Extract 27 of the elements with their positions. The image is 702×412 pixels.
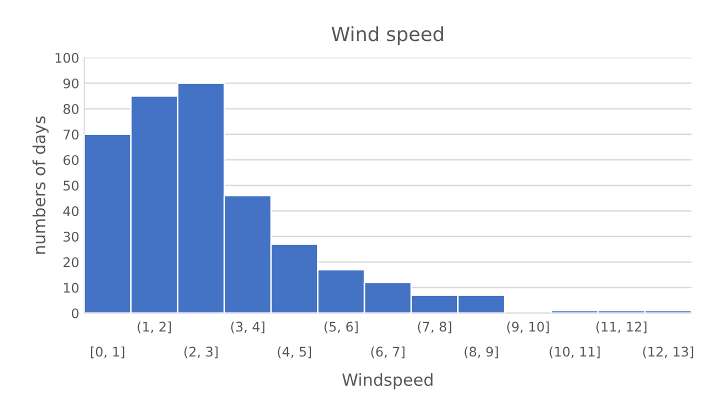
y-axis-title: numbers of days <box>32 116 49 254</box>
x-axis-title: Windspeed <box>342 373 432 390</box>
x-tick-label: (9, 10] <box>507 321 549 334</box>
y-tick-label: 50 <box>64 180 78 191</box>
x-tick-label: (6, 7] <box>371 346 404 358</box>
y-tick-label: 20 <box>64 257 78 268</box>
chart-title: Wind speed <box>332 26 443 46</box>
x-tick-label: (5, 6] <box>324 321 358 334</box>
x-tick-label: (8, 9] <box>464 346 498 358</box>
y-tick-label: 90 <box>63 78 78 88</box>
x-tick-label: (7, 8] <box>418 321 452 334</box>
y-tick-label: 70 <box>64 130 78 140</box>
y-tick-label: 30 <box>64 232 78 242</box>
x-tick-label: (2, 3] <box>184 346 218 358</box>
x-tick-label: (11, 12] <box>596 321 646 334</box>
y-tick-label: 0 <box>72 308 79 318</box>
x-tick-label: (4, 5] <box>278 346 312 358</box>
x-tick-label: [0, 1] <box>90 346 124 358</box>
y-tick-label: 40 <box>63 206 78 216</box>
y-tick-label: 60 <box>64 155 78 166</box>
x-tick-label: (10, 11] <box>550 346 600 358</box>
x-tick-label: (12, 13] <box>643 346 694 358</box>
x-tick-label: (3, 4] <box>231 321 264 334</box>
y-tick-label: 10 <box>64 282 78 293</box>
y-tick-label: 80 <box>63 104 78 114</box>
y-tick-label: 100 <box>56 52 78 63</box>
x-tick-label: (1, 2] <box>138 321 171 334</box>
